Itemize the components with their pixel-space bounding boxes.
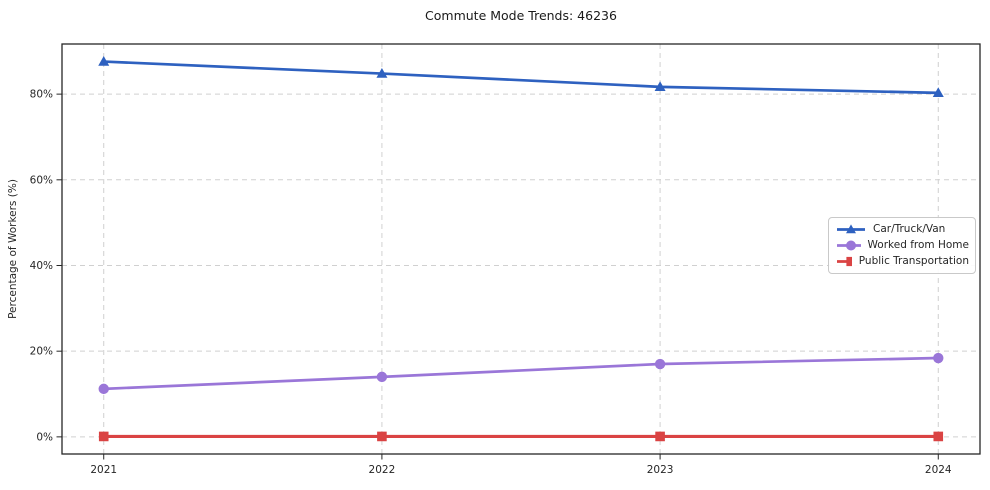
y-tick-label: 60% bbox=[30, 174, 53, 186]
series-marker-circle bbox=[98, 383, 109, 395]
series-marker-triangle bbox=[654, 81, 666, 92]
series-marker-square bbox=[933, 431, 944, 442]
series-marker-triangle bbox=[98, 55, 110, 66]
series-marker-triangle bbox=[932, 87, 944, 98]
legend: Car/Truck/Van Worked from Home Public Tran… bbox=[828, 217, 976, 274]
series-marker-square bbox=[98, 431, 109, 442]
series-marker-square bbox=[655, 431, 665, 442]
legend-item: Car/Truck/Van bbox=[836, 223, 969, 236]
y-tick-label: 20% bbox=[30, 346, 53, 358]
legend-item: Worked from Home bbox=[836, 239, 969, 252]
series-marker-circle bbox=[654, 358, 666, 370]
x-tick-label: 2021 bbox=[90, 464, 117, 476]
y-tick-label: 80% bbox=[30, 89, 53, 101]
legend-label: Car/Truck/Van bbox=[873, 223, 946, 235]
x-tick-label: 2023 bbox=[647, 464, 674, 476]
series-marker-circle bbox=[376, 371, 388, 383]
chart-title: Commute Mode Trends: 46236 bbox=[425, 8, 617, 23]
series-marker-triangle bbox=[376, 67, 388, 78]
legend-label: Worked from Home bbox=[867, 239, 969, 251]
series-line bbox=[102, 356, 940, 391]
y-tick-label: 0% bbox=[36, 431, 53, 443]
x-tick-label: 2024 bbox=[925, 464, 952, 476]
plot-border bbox=[61, 43, 981, 455]
y-tick-label: 40% bbox=[30, 260, 53, 272]
series-marker-circle bbox=[933, 352, 944, 364]
legend-marker-icon bbox=[837, 240, 861, 251]
x-tick-label: 2022 bbox=[369, 464, 396, 476]
series-marker-square bbox=[377, 431, 387, 442]
series-line bbox=[102, 60, 940, 95]
legend-item: Public Transportation bbox=[836, 255, 969, 268]
legend-marker-icon bbox=[837, 224, 865, 234]
legend-label: Public Transportation bbox=[858, 255, 969, 267]
legend-marker-icon bbox=[837, 256, 852, 267]
